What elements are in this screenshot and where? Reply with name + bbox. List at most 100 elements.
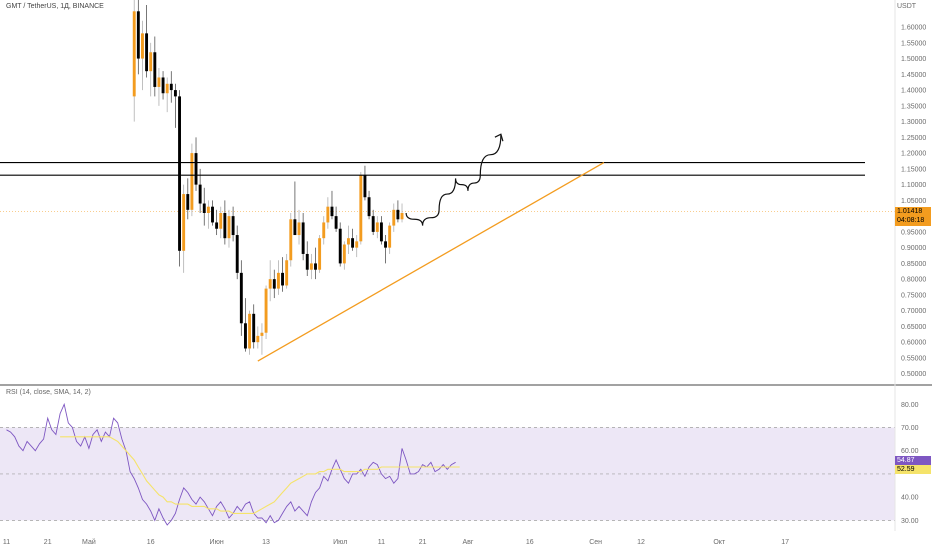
candle-up [297,222,301,236]
rsi-value-badge: 54.87 [895,456,931,465]
candle-up [219,212,223,229]
rsi-series [6,402,460,526]
rsi-tick-label: 60.00 [901,448,919,455]
rsi-tick-label: 70.00 [901,425,919,432]
candle-up [149,52,153,72]
candle-down [281,272,284,286]
price-tick-label: 0.90000 [901,245,926,252]
candle-up [355,241,359,248]
candle-up [260,332,264,336]
price-tick-label: 1.45000 [901,72,926,79]
candle-down [371,216,375,232]
candle-down [305,253,309,270]
candle-down [330,206,334,217]
candle-down [293,219,297,236]
candle-down [252,313,256,343]
time-tick-label: Сен [589,539,602,546]
price-tick-label: 0.50000 [901,371,926,378]
candle-up [132,11,136,97]
candle-down [211,206,214,223]
current-price-value: 1.01418 [897,208,923,215]
candle-up [326,206,330,223]
price-tick-label: 0.55000 [901,355,926,362]
price-tick-label: 1.25000 [901,135,926,142]
candle-up [359,175,363,242]
candle-down [384,241,387,248]
candle-up [141,33,144,59]
candle-down [363,175,367,198]
price-tick-label: 0.65000 [901,324,926,331]
price-tick-label: 1.60000 [901,25,926,32]
candle-down [198,184,202,204]
price-tick-label: 1.35000 [901,103,926,110]
price-tick-label: 1.20000 [901,151,926,158]
candle-up [388,225,392,248]
candle-down [194,153,198,185]
time-tick-label: 12 [637,539,645,546]
price-tick-label: 1.05000 [901,198,926,205]
candle-countdown: 04:08:18 [897,217,925,224]
candle-down [186,194,190,210]
candle-down [379,222,383,242]
candle-up [285,260,289,286]
price-tick-label: 0.80000 [901,277,926,284]
candle-up [256,335,260,343]
price-tick-label: 1.50000 [901,56,926,63]
time-tick-label: Май [82,538,96,546]
time-tick-label: Окт [713,539,726,546]
candle-up [375,222,379,232]
price-tick-label: 1.40000 [901,88,926,95]
candle-down [178,96,181,251]
time-tick-label: 21 [419,539,427,546]
candle-up [342,244,346,264]
time-tick-label: Июн [210,539,224,546]
candle-down [223,212,227,239]
price-tick-label: 1.30000 [901,119,926,126]
candle-down [235,235,239,273]
rsi-indicator-title[interactable]: RSI (14, close, SMA, 14, 2) [6,389,91,396]
price-tick-label: 0.70000 [901,308,926,315]
candle-down [244,323,247,349]
current-price-badge: 1.01418 04:08:18 [895,207,931,226]
rsi-tick-label: 80.00 [901,402,919,409]
ascending-trend-line [257,161,605,362]
currency-label[interactable]: USDT [897,3,917,10]
candle-down [314,263,317,270]
candle-up [248,313,252,349]
time-tick-label: 13 [262,539,270,546]
time-tick-label: 16 [526,539,534,546]
rsi-ma-line [60,436,460,514]
price-tick-label: 0.95000 [901,229,926,236]
candle-up [318,238,322,270]
candle-up [392,209,396,226]
time-tick-label: 17 [781,539,789,546]
time-tick-label: Июл [333,539,347,546]
time-tick-label: 16 [147,539,155,546]
candle-down [169,83,173,91]
candle-down [145,33,149,72]
time-tick-label: 11 [3,539,10,546]
candle-up [206,206,210,213]
drawing-layer [0,133,865,362]
candle-up [347,238,350,245]
price-tick-label: 1.10000 [901,182,926,189]
candle-down [136,11,140,59]
projection-arrowhead [494,133,504,142]
candle-up [276,272,280,289]
price-tick-label: 0.60000 [901,340,926,347]
rsi-ma-value-badge: 52.59 [895,465,931,474]
symbol-title[interactable]: GMT / TetherUS, 1Д, BINANCE [6,3,104,10]
candle-down [153,52,157,87]
candle-down [161,77,165,94]
time-tick-label: 11 [378,539,385,546]
candle-down [367,197,371,217]
price-tick-label: 1.55000 [901,40,926,47]
price-tick-label: 1.15000 [901,166,926,173]
candle-down [351,238,355,248]
time-tick-label: Авг [462,539,473,546]
candle-up [182,194,186,251]
candle-down [173,90,177,97]
candle-up [289,219,293,261]
candle-up [190,153,194,210]
candle-down [215,222,219,229]
